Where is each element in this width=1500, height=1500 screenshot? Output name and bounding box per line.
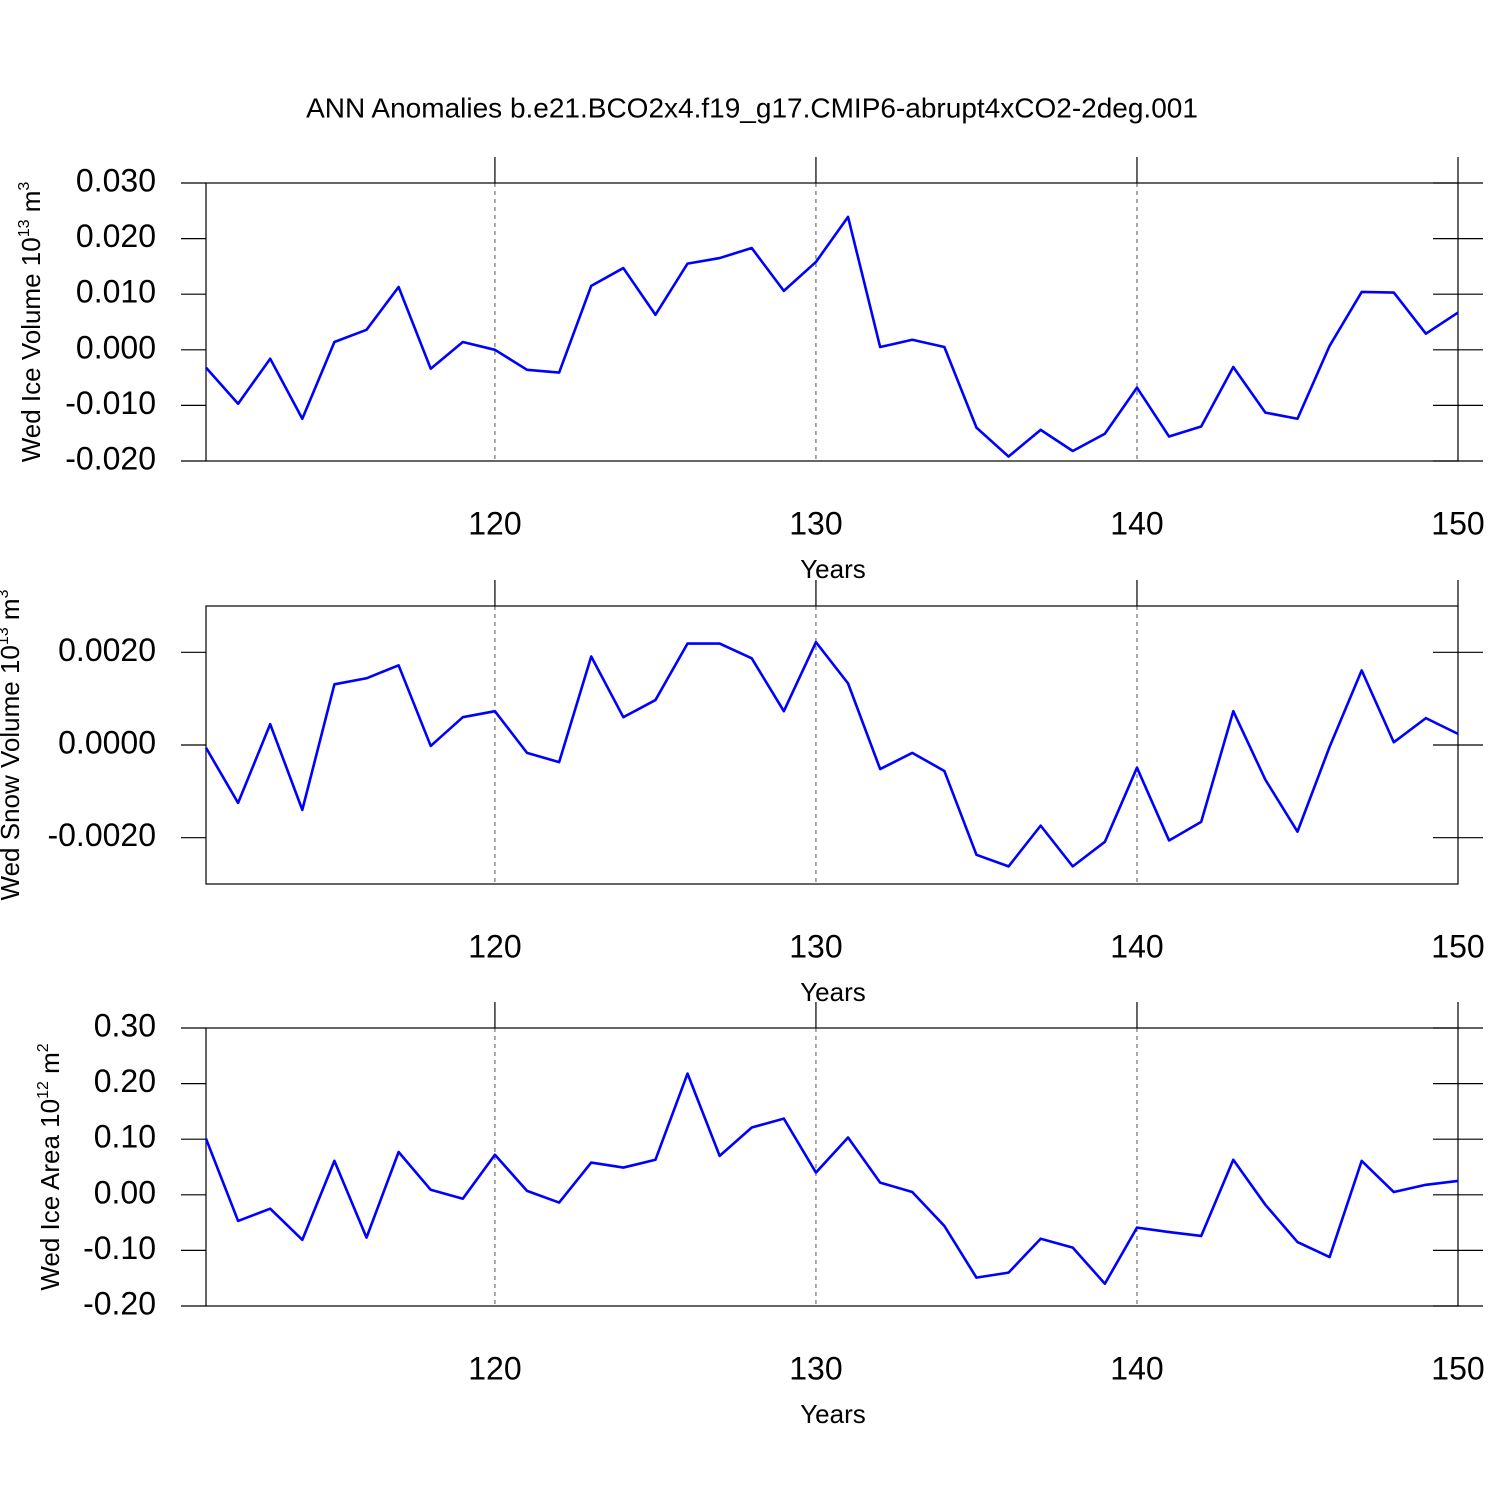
x-tick-label: 150	[1431, 505, 1484, 541]
y-axis-label-part: Wed Snow Volume 10	[0, 645, 25, 900]
y-tick-label: -0.0020	[47, 817, 156, 853]
y-axis-label-part: 3	[16, 182, 33, 191]
x-tick-label: 140	[1110, 505, 1163, 541]
x-tick-label: 140	[1110, 1350, 1163, 1386]
y-axis-label-part: 2	[35, 1043, 52, 1052]
data-line	[204, 640, 1459, 868]
y-axis-label-part: m	[0, 598, 25, 627]
y-axis-label-part: 12	[35, 1081, 52, 1099]
x-tick-label: 130	[789, 505, 842, 541]
y-tick-label: 0.00	[94, 1174, 156, 1210]
y-tick-label: 0.010	[76, 274, 156, 310]
x-tick-label: 120	[468, 928, 521, 964]
plot-frame	[205, 605, 1459, 885]
y-tick-label: -0.010	[65, 385, 156, 421]
y-axis-label-part: m	[16, 191, 46, 220]
y-axis-label-part: 13	[16, 219, 33, 237]
y-tick-label: 0.0000	[58, 724, 156, 760]
x-tick-label: 130	[789, 928, 842, 964]
y-tick-label: -0.10	[83, 1230, 156, 1266]
chart-title: ANN Anomalies b.e21.BCO2x4.f19_g17.CMIP6…	[306, 92, 1198, 123]
y-tick-label: 0.000	[76, 329, 156, 365]
y-axis-label-part: 13	[0, 627, 12, 645]
y-axis-label: Wed Ice Area 1012 m2	[35, 1043, 65, 1290]
y-axis-label: Wed Snow Volume 1013 m3	[0, 589, 25, 900]
y-tick-label: 0.30	[94, 1007, 156, 1043]
x-axis-label: Years	[800, 554, 866, 584]
y-axis-label-part: Wed Ice Area 10	[35, 1099, 65, 1291]
x-tick-label: 130	[789, 1350, 842, 1386]
y-axis-label-part: m	[35, 1052, 65, 1081]
plot-frame	[205, 1027, 1459, 1307]
y-tick-label: -0.20	[83, 1285, 156, 1321]
x-tick-label: 140	[1110, 928, 1163, 964]
data-line	[205, 215, 1459, 458]
x-tick-label: 150	[1431, 928, 1484, 964]
y-tick-label: 0.20	[94, 1063, 156, 1099]
x-axis-label: Years	[800, 977, 866, 1007]
y-tick-label: 0.020	[76, 218, 156, 254]
y-tick-label: -0.020	[65, 440, 156, 476]
plot-frame	[205, 182, 1459, 462]
x-tick-label: 120	[468, 505, 521, 541]
y-tick-label: 0.030	[76, 162, 156, 198]
x-tick-label: 120	[468, 1350, 521, 1386]
x-axis-label: Years	[800, 1399, 866, 1429]
y-tick-label: 0.0020	[58, 632, 156, 668]
y-tick-label: 0.10	[94, 1119, 156, 1155]
y-axis-label-part: 3	[0, 589, 12, 598]
y-axis-label-part: Wed Ice Volume 10	[16, 237, 46, 462]
y-axis-label: Wed Ice Volume 1013 m3	[16, 182, 46, 463]
data-line	[204, 1072, 1459, 1286]
x-tick-label: 150	[1431, 1350, 1484, 1386]
